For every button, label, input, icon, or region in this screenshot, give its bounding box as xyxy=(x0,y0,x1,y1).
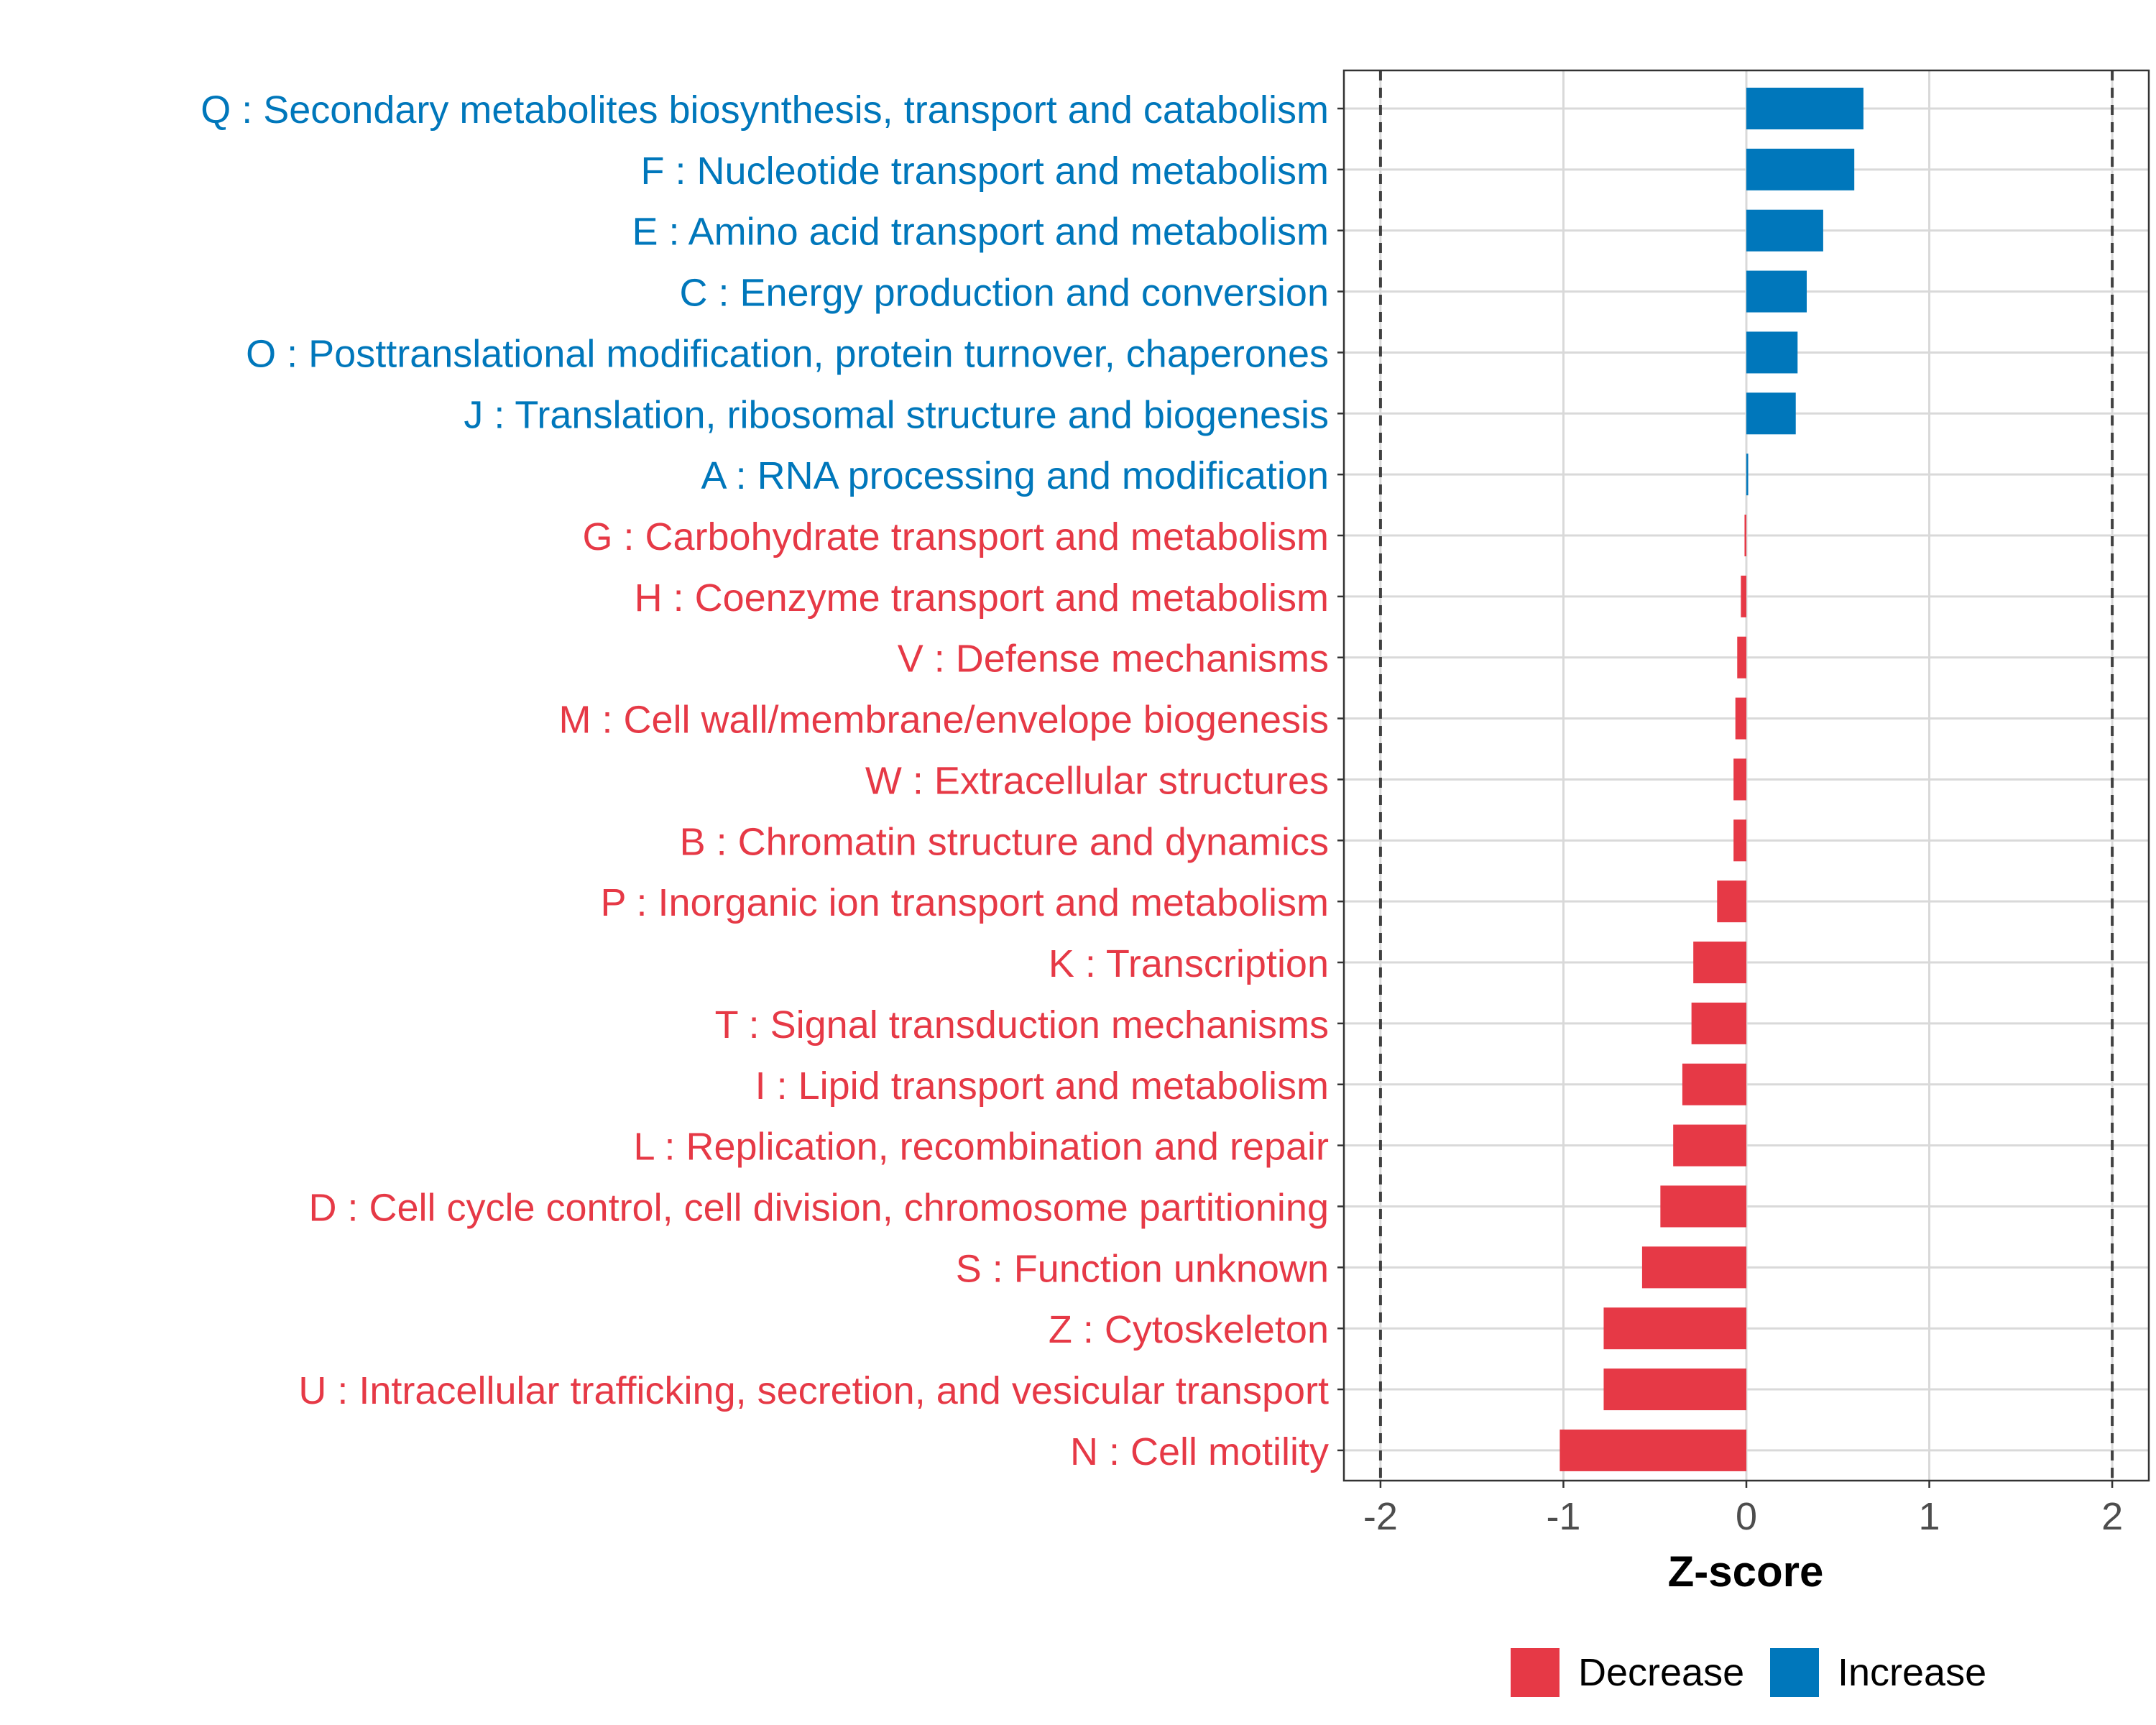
x-axis-ticks: -2 -1 0 1 2 xyxy=(1363,1481,2123,1538)
category-label: O : Posttranslational modification, prot… xyxy=(246,332,1329,375)
category-label: I : Lipid transport and metabolism xyxy=(755,1064,1329,1108)
bar xyxy=(1746,270,1807,313)
bar xyxy=(1733,819,1746,862)
bar xyxy=(1746,331,1798,374)
bar xyxy=(1660,1185,1746,1228)
bar xyxy=(1741,575,1746,617)
x-tick-label: 1 xyxy=(1919,1495,1940,1538)
x-tick-label: 0 xyxy=(1736,1495,1757,1538)
bar xyxy=(1691,1002,1746,1044)
category-label: C : Energy production and conversion xyxy=(679,272,1329,315)
bar xyxy=(1746,148,1855,190)
legend-swatch xyxy=(1770,1648,1819,1697)
bar xyxy=(1737,636,1746,678)
y-axis-ticks: Q : Secondary metabolites biosynthesis, … xyxy=(201,88,1344,1473)
category-label: Q : Secondary metabolites biosynthesis, … xyxy=(201,88,1329,132)
bar xyxy=(1735,697,1746,740)
bar xyxy=(1682,1063,1746,1105)
category-label: K : Transcription xyxy=(1049,942,1329,985)
category-label: J : Translation, ribosomal structure and… xyxy=(464,393,1329,436)
category-label: E : Amino acid transport and metabolism xyxy=(632,211,1329,254)
x-tick-label: -1 xyxy=(1546,1495,1580,1538)
bar xyxy=(1603,1368,1746,1411)
category-label: F : Nucleotide transport and metabolism xyxy=(641,150,1329,193)
bar xyxy=(1744,515,1746,557)
category-label: A : RNA processing and modification xyxy=(701,454,1329,497)
legend-label: Decrease xyxy=(1578,1651,1744,1694)
x-tick-label: -2 xyxy=(1363,1495,1398,1538)
bar xyxy=(1746,454,1749,496)
category-label: H : Coenzyme transport and metabolism xyxy=(635,576,1329,620)
legend-label: Increase xyxy=(1838,1651,1986,1694)
category-label: W : Extracellular structures xyxy=(865,759,1329,802)
bar xyxy=(1733,758,1746,801)
x-tick-label: 2 xyxy=(2101,1495,2123,1538)
category-label: M : Cell wall/membrane/envelope biogenes… xyxy=(558,699,1329,742)
bar xyxy=(1717,880,1746,923)
category-label: T : Signal transduction mechanisms xyxy=(715,1003,1329,1046)
category-label: B : Chromatin structure and dynamics xyxy=(680,820,1329,863)
category-label: Z : Cytoskeleton xyxy=(1049,1308,1329,1351)
category-label: U : Intracellular trafficking, secretion… xyxy=(298,1369,1329,1412)
bars xyxy=(1560,88,1864,1471)
bar xyxy=(1746,88,1864,129)
category-label: P : Inorganic ion transport and metaboli… xyxy=(600,881,1329,924)
category-label: L : Replication, recombination and repai… xyxy=(633,1126,1329,1169)
reference-lines xyxy=(1378,70,2114,1481)
legend-swatch xyxy=(1511,1648,1560,1697)
bar xyxy=(1693,942,1746,984)
bar xyxy=(1560,1429,1746,1471)
category-label: N : Cell motility xyxy=(1070,1430,1329,1473)
category-label: V : Defense mechanisms xyxy=(898,638,1329,681)
bar xyxy=(1603,1307,1746,1350)
x-axis-title: Z-score xyxy=(1668,1547,1824,1596)
bar xyxy=(1746,209,1823,252)
legend: Decrease Increase xyxy=(1511,1648,1986,1697)
bar xyxy=(1673,1124,1746,1167)
category-label: G : Carbohydrate transport and metabolis… xyxy=(583,515,1330,558)
bar xyxy=(1641,1246,1746,1289)
bar xyxy=(1746,392,1796,435)
category-label: D : Cell cycle control, cell division, c… xyxy=(308,1186,1329,1229)
category-label: S : Function unknown xyxy=(956,1247,1329,1290)
